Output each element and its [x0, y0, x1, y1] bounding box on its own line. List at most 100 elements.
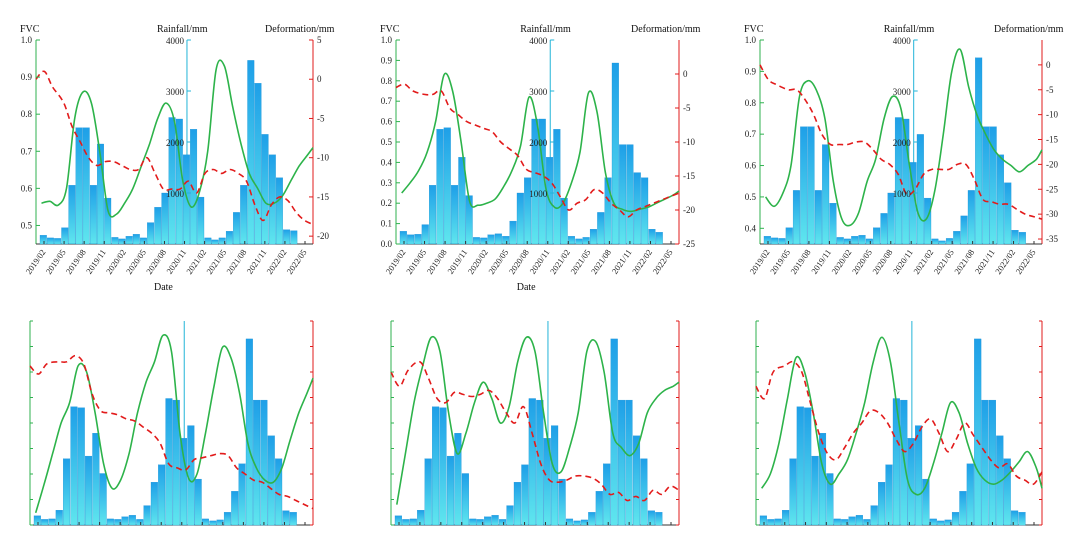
rainfall-bar — [641, 177, 649, 245]
fvc-tick-label: 0.7 — [21, 146, 33, 156]
fvc-line — [41, 59, 314, 218]
deformation-tick-label: -5 — [683, 103, 691, 113]
rainfall-bar — [454, 433, 462, 526]
deformation-tick-label: -15 — [1046, 135, 1058, 145]
date-tick-label: 2019/08 — [788, 247, 812, 276]
date-tick-label: 2022/05 — [284, 247, 308, 276]
rainfall-bar — [125, 236, 133, 245]
rainfall-bar — [216, 519, 224, 526]
fvc-tick-label: 1.0 — [21, 35, 33, 45]
fvc-tick-label: 0.4 — [745, 223, 757, 233]
rainfall-tick-label: 3000 — [166, 87, 185, 97]
rainfall-bar — [85, 455, 93, 526]
date-tick-label: 2021/05 — [932, 247, 956, 276]
rainfall-bar — [190, 129, 198, 245]
date-tick-label: 2022/05 — [1013, 247, 1037, 276]
date-tick-label: 2019/05 — [768, 247, 792, 276]
rainfall-bar — [218, 237, 226, 245]
deformation-line — [759, 64, 1043, 220]
deformation-axis-title: Deformation/mm — [265, 24, 335, 35]
rainfall-bar — [789, 458, 797, 526]
rainfall-bar — [480, 237, 488, 245]
panel-bottom-left — [29, 320, 314, 526]
rainfall-bar — [282, 510, 290, 526]
fvc-tick-label: 0.6 — [745, 161, 757, 171]
rainfall-bar — [132, 234, 140, 245]
date-tick-label: 2019/08 — [64, 247, 88, 276]
rainfall-bar — [931, 238, 939, 245]
rainfall-bar — [885, 464, 893, 526]
rainfall-tick-label: 2000 — [893, 138, 912, 148]
deformation-tick-label: -10 — [683, 137, 695, 147]
rainfall-bar — [807, 126, 815, 245]
rainfall-bar — [782, 510, 790, 526]
rainfall-bar — [414, 234, 422, 245]
rainfall-bar — [870, 505, 878, 526]
rainfall-axis-title: Rainfall/mm — [157, 24, 208, 35]
rainfall-bar — [417, 510, 425, 526]
rainfall-bar — [267, 435, 275, 526]
rainfall-bar — [70, 406, 78, 526]
rainfall-bar — [937, 520, 945, 526]
rainfall-bar — [804, 407, 812, 526]
panel-bottom-middle — [390, 320, 680, 526]
rainfall-bar — [499, 519, 507, 526]
deformation-tick-label: -20 — [317, 231, 329, 241]
rainfall-bar — [792, 190, 800, 245]
rainfall-bar — [476, 519, 484, 526]
rainfall-bar — [988, 399, 996, 526]
rainfall-bar — [880, 213, 888, 245]
deformation-tick-label: -10 — [1046, 110, 1058, 120]
rainfall-bar — [201, 518, 209, 526]
rainfall-bar — [472, 237, 480, 245]
rainfall-bar — [763, 236, 771, 245]
rainfall-bar — [915, 425, 923, 526]
rainfall-bar — [458, 157, 466, 245]
date-tick-label: 2020/02 — [829, 247, 853, 276]
rainfall-bar — [945, 238, 953, 245]
rainfall-bar — [922, 478, 930, 526]
deformation-tick-label: 5 — [317, 35, 322, 45]
rainfall-bar — [111, 237, 119, 245]
rainfall-bar — [407, 234, 415, 245]
rainfall-bar — [231, 491, 239, 526]
rainfall-bar — [841, 519, 849, 526]
deformation-tick-label: -20 — [1046, 159, 1058, 169]
fvc-tick-label: 0.9 — [381, 55, 393, 65]
date-tick-label: 2021/08 — [952, 247, 976, 276]
fvc-tick-label: 0.5 — [381, 137, 393, 147]
rainfall-bar — [68, 185, 76, 245]
fvc-line — [764, 48, 1043, 227]
rainfall-bar — [106, 518, 114, 526]
rainfall-bar — [187, 425, 195, 526]
rainfall-bar — [818, 433, 827, 526]
rainfall-bar — [268, 154, 276, 245]
rainfall-bar — [182, 154, 190, 245]
rainfall-bar — [974, 338, 982, 526]
rainfall-bar — [506, 505, 514, 526]
rainfall-bar — [848, 516, 856, 526]
fvc-tick-label: 0.9 — [21, 72, 33, 82]
fvc-tick-label: 1.0 — [745, 35, 757, 45]
fvc-tick-label: 0.1 — [381, 219, 392, 229]
date-tick-label: 2019/02 — [747, 247, 771, 276]
rainfall-tick-label: 4000 — [893, 36, 912, 46]
rainfall-bar — [439, 407, 447, 526]
fvc-tick-label: 0.8 — [381, 76, 393, 86]
rainfall-bar — [168, 117, 176, 245]
rainfall-bar — [887, 192, 895, 245]
rainfall-bar — [951, 512, 960, 526]
date-tick-label: 2020/08 — [507, 247, 531, 276]
rainfall-bar — [800, 126, 808, 245]
rainfall-bar — [573, 520, 581, 526]
rainfall-bar — [399, 231, 407, 245]
rainfall-bar — [604, 177, 612, 245]
rainfall-bar — [618, 399, 626, 526]
fvc-line — [34, 334, 314, 514]
rainfall-bar — [558, 478, 566, 526]
rainfall-bar — [595, 491, 603, 526]
panel-top-left: FVC Rainfall/mm Deformation/mm 0.5 0.6 0.7 0.8… — [20, 24, 335, 293]
rainfall-bar — [197, 196, 205, 245]
rainfall-bar — [436, 129, 444, 245]
deformation-tick-label: 0 — [317, 74, 322, 84]
